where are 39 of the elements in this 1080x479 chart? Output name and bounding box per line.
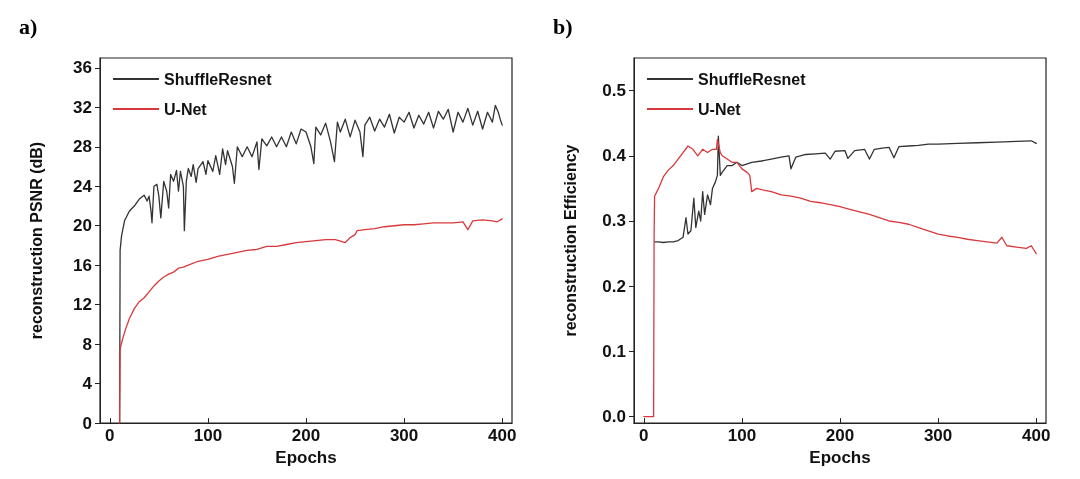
x-axis-title: Epochs bbox=[809, 448, 871, 467]
legend-label: ShuffleResnet bbox=[164, 70, 273, 88]
y-tick-label: 0.2 bbox=[602, 276, 626, 296]
x-tick-label: 0 bbox=[105, 426, 115, 446]
y-tick-label: 12 bbox=[73, 295, 92, 315]
y-tick-label: 0.4 bbox=[602, 146, 627, 166]
y-tick-label: 24 bbox=[73, 176, 93, 196]
y-tick-label: 16 bbox=[73, 255, 92, 275]
y-tick-label: 0.1 bbox=[602, 341, 626, 361]
chart-title: b) bbox=[553, 13, 573, 39]
line-series bbox=[118, 218, 503, 424]
x-tick-label: 100 bbox=[727, 426, 757, 446]
y-tick-label: 8 bbox=[82, 334, 92, 354]
y-tick-label: 32 bbox=[73, 97, 92, 117]
legend-label: U-Net bbox=[698, 100, 742, 118]
y-tick-label: 0.5 bbox=[602, 81, 626, 101]
line-series bbox=[643, 138, 1037, 418]
y-tick-label: 4 bbox=[82, 374, 93, 394]
y-tick-label: 28 bbox=[73, 137, 92, 157]
legend-label: U-Net bbox=[164, 100, 208, 118]
x-axis-title: Epochs bbox=[275, 448, 337, 467]
chart-title: a) bbox=[19, 13, 38, 39]
x-tick-label: 300 bbox=[389, 426, 419, 446]
x-tick-label: 100 bbox=[193, 426, 223, 446]
y-tick-label: 0 bbox=[82, 413, 92, 433]
y-tick-label: 0.3 bbox=[602, 211, 626, 231]
x-tick-label: 0 bbox=[639, 426, 649, 446]
line-series bbox=[653, 135, 1037, 244]
x-tick-label: 400 bbox=[488, 426, 517, 446]
y-axis-title: reconstruction Efficiency bbox=[561, 144, 579, 337]
x-tick-label: 200 bbox=[825, 426, 855, 446]
y-tick-label: 0.0 bbox=[602, 407, 626, 427]
x-tick-label: 300 bbox=[923, 426, 953, 446]
y-tick-label: 36 bbox=[73, 58, 92, 78]
y-axis-title: reconstruction PSNR (dB) bbox=[27, 141, 45, 340]
y-tick-label: 20 bbox=[73, 216, 92, 236]
legend-label: ShuffleResnet bbox=[698, 70, 807, 88]
x-tick-label: 400 bbox=[1022, 426, 1051, 446]
x-tick-label: 200 bbox=[291, 426, 321, 446]
